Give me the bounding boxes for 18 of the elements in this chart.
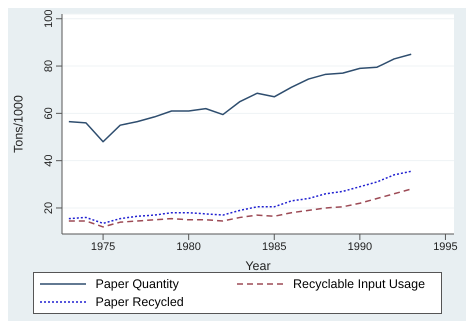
- y-tick-label: 80: [43, 60, 55, 72]
- x-tick-label: 1990: [348, 240, 372, 253]
- x-tick-label: 1995: [433, 240, 458, 253]
- y-tick-label: 20: [43, 202, 55, 214]
- legend-label: Paper Recycled: [96, 295, 184, 309]
- x-tick-label: 1985: [262, 240, 287, 253]
- x-tick-label: 1975: [90, 240, 116, 253]
- legend-label: Paper Quantity: [96, 277, 179, 291]
- line-series: [68, 188, 412, 228]
- y-tick-label: 60: [43, 107, 55, 120]
- legend-label: Recyclable Input Usage: [293, 277, 426, 291]
- line-series: [68, 170, 412, 224]
- y-axis-title: Tons/1000: [11, 95, 26, 153]
- y-tick-label: 40: [43, 154, 55, 167]
- x-tick-label: 1980: [176, 240, 201, 253]
- line-series: [68, 53, 412, 142]
- x-axis-title: Year: [245, 259, 271, 273]
- y-tick-label: 100: [43, 10, 55, 28]
